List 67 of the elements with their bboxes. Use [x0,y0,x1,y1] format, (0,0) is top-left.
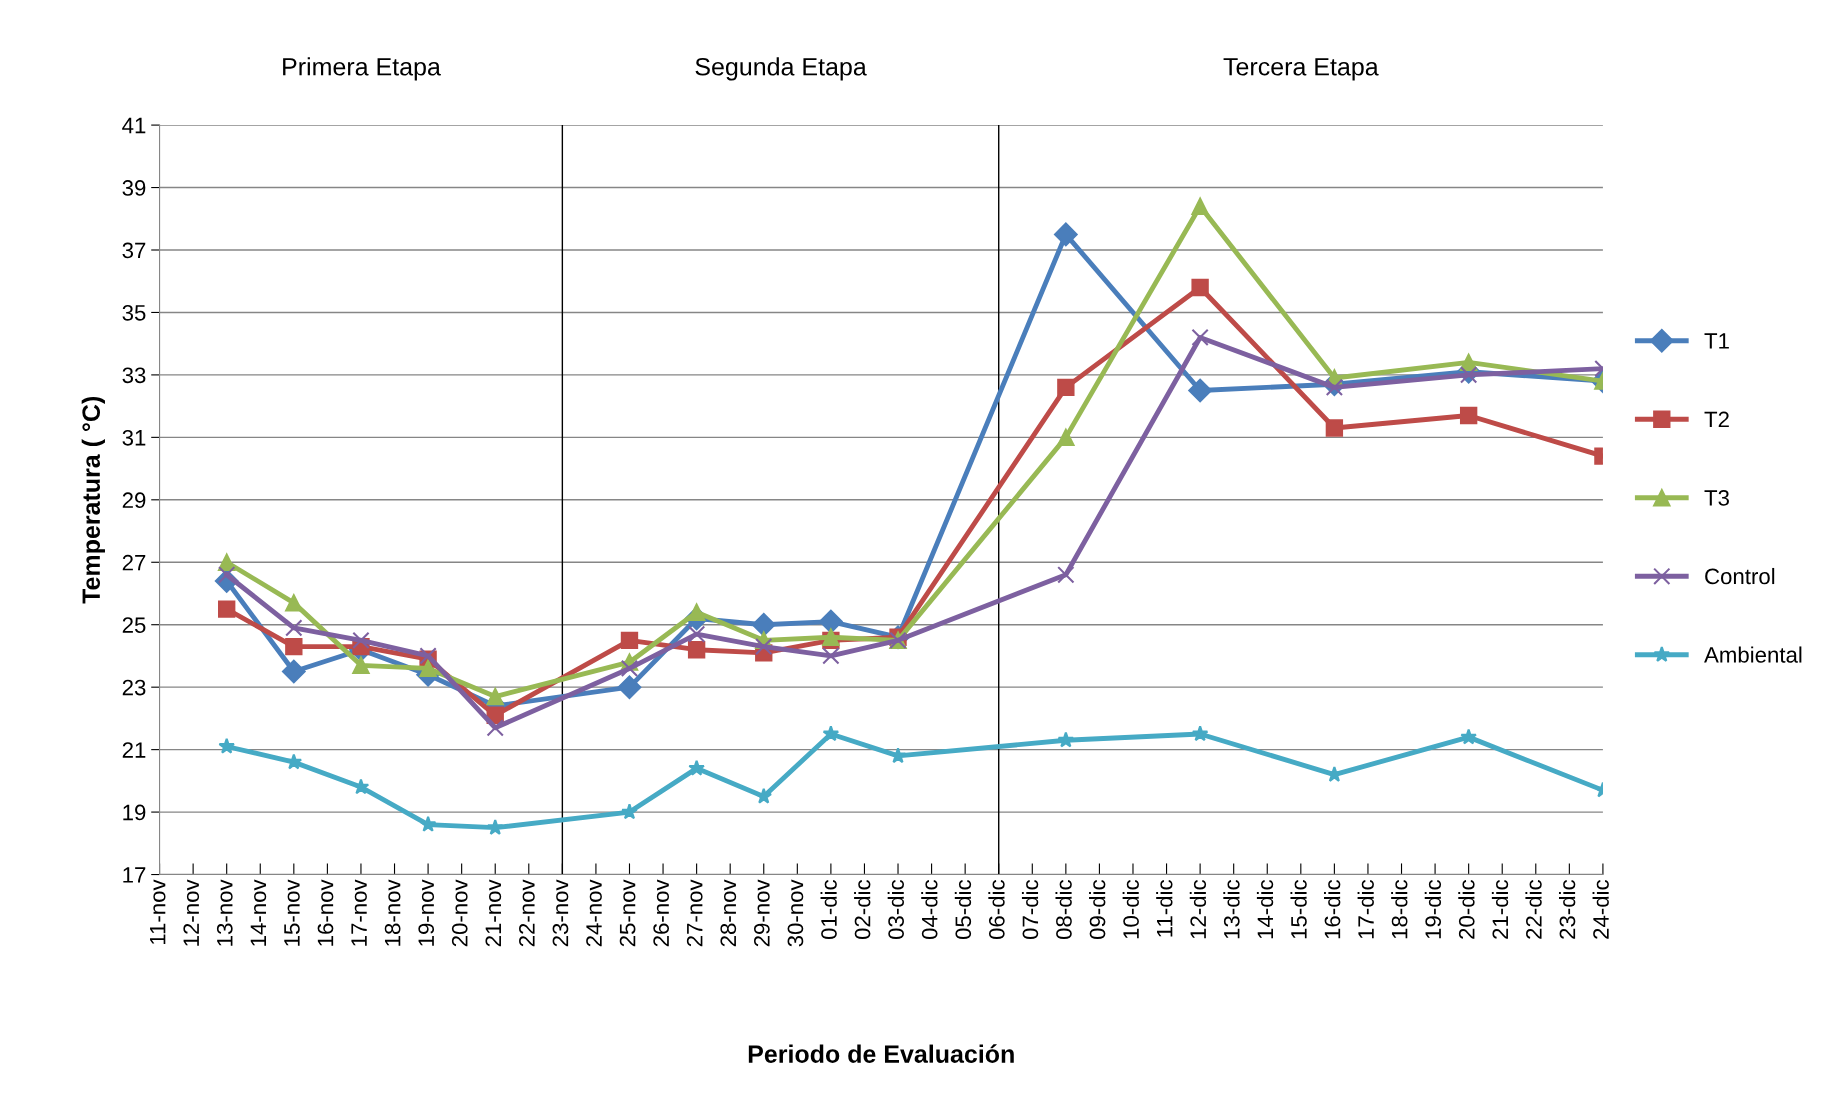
legend-label: T3 [1704,490,1729,506]
y-tick-label: 17 [123,867,146,883]
x-tick-label: 05-dic [954,879,972,940]
x-tick-label: 17-dic [1357,879,1374,939]
text: Tercera Etapa [1223,58,1379,81]
x-tick-label: 02-dic [854,879,871,940]
y-axis-title: Temperatura ( °C) [81,396,105,604]
x-tick-label: 08-dic [1055,879,1072,940]
x-tick-label: 15-nov [284,879,300,946]
y-tick-label: 27 [122,554,146,571]
x-tick-label: 11-nov [150,879,166,944]
y-tick-label: 23 [122,679,146,696]
x-tick-label: 24-dic [1592,879,1609,939]
x-tick-label: 07-dic [1021,879,1039,940]
x-tick-label: 06-dic [988,879,1005,940]
x-tick-label: 13-nov [216,879,233,946]
y-tick-label: 37 [122,242,146,259]
y-tick-label: 35 [122,304,146,321]
y-tick-label: 31 [122,429,146,446]
y-tick-label: 41 [122,117,146,134]
x-tick-label: 22-nov [519,879,535,947]
text: Segunda Etapa [695,57,867,81]
x-tick-label: 24-nov [586,879,602,947]
x-tick-label: 22-dic [1525,879,1542,939]
x-tick-label: 12-dic [1189,879,1207,939]
x-tick-label: 23-dic [1558,879,1576,939]
x-tick-label: 21-nov [485,879,502,947]
y-tick-label: 21 [122,742,146,758]
x-tick-label: 25-nov [619,879,636,947]
legend-label: T2 [1704,411,1729,428]
y-tick-label: 33 [122,367,146,384]
x-tick-label: 17-nov [351,879,367,946]
x-tick-label: 29-nov [753,879,770,947]
x-tick-label: 04-dic [921,879,938,940]
x-tick-label: 27-nov [686,879,703,947]
y-tick-label: 39 [122,180,146,196]
y-tick-label: 19 [123,804,146,821]
x-tick-label: 19-nov [418,879,435,946]
legend-label: Control [1705,567,1775,585]
legend-label: Ambiental [1704,646,1802,663]
x-tick-label: 16-nov [317,879,334,946]
x-tick-label: 14-dic [1256,879,1274,939]
x-tick-label: 28-nov [720,879,737,947]
x-tick-label: 11-dic [1156,879,1173,937]
x-tick-label: 03-dic [887,879,904,940]
x-tick-label: 01-dic [820,879,837,940]
y-tick-label: 25 [122,617,146,633]
x-tick-label: 10-dic [1122,879,1139,939]
x-tick-label: 21-dic [1491,879,1509,939]
x-tick-label: 09-dic [1089,879,1106,940]
x-tick-label: 18-nov [384,879,401,946]
y-tick-label: 29 [122,492,146,509]
x-tick-label: 12-nov [183,879,200,946]
x-axis-title: Periodo de Evaluación [748,1044,1014,1063]
x-tick-label: 23-nov [552,879,569,947]
x-tick-label: 18-dic [1391,879,1408,939]
x-tick-label: 26-nov [653,879,670,947]
x-tick-label: 19-dic [1424,879,1442,939]
legend-label: T1 [1704,333,1729,349]
x-tick-label: 13-dic [1223,879,1240,939]
x-tick-label: 20-dic [1458,879,1475,939]
x-tick-label: 14-nov [250,879,267,946]
x-tick-label: 15-dic [1290,879,1307,939]
x-tick-label: 16-dic [1324,879,1341,939]
x-tick-label: 30-nov [787,879,804,947]
text: Primera Etapa [283,57,441,81]
x-tick-label: 20-nov [451,879,468,947]
